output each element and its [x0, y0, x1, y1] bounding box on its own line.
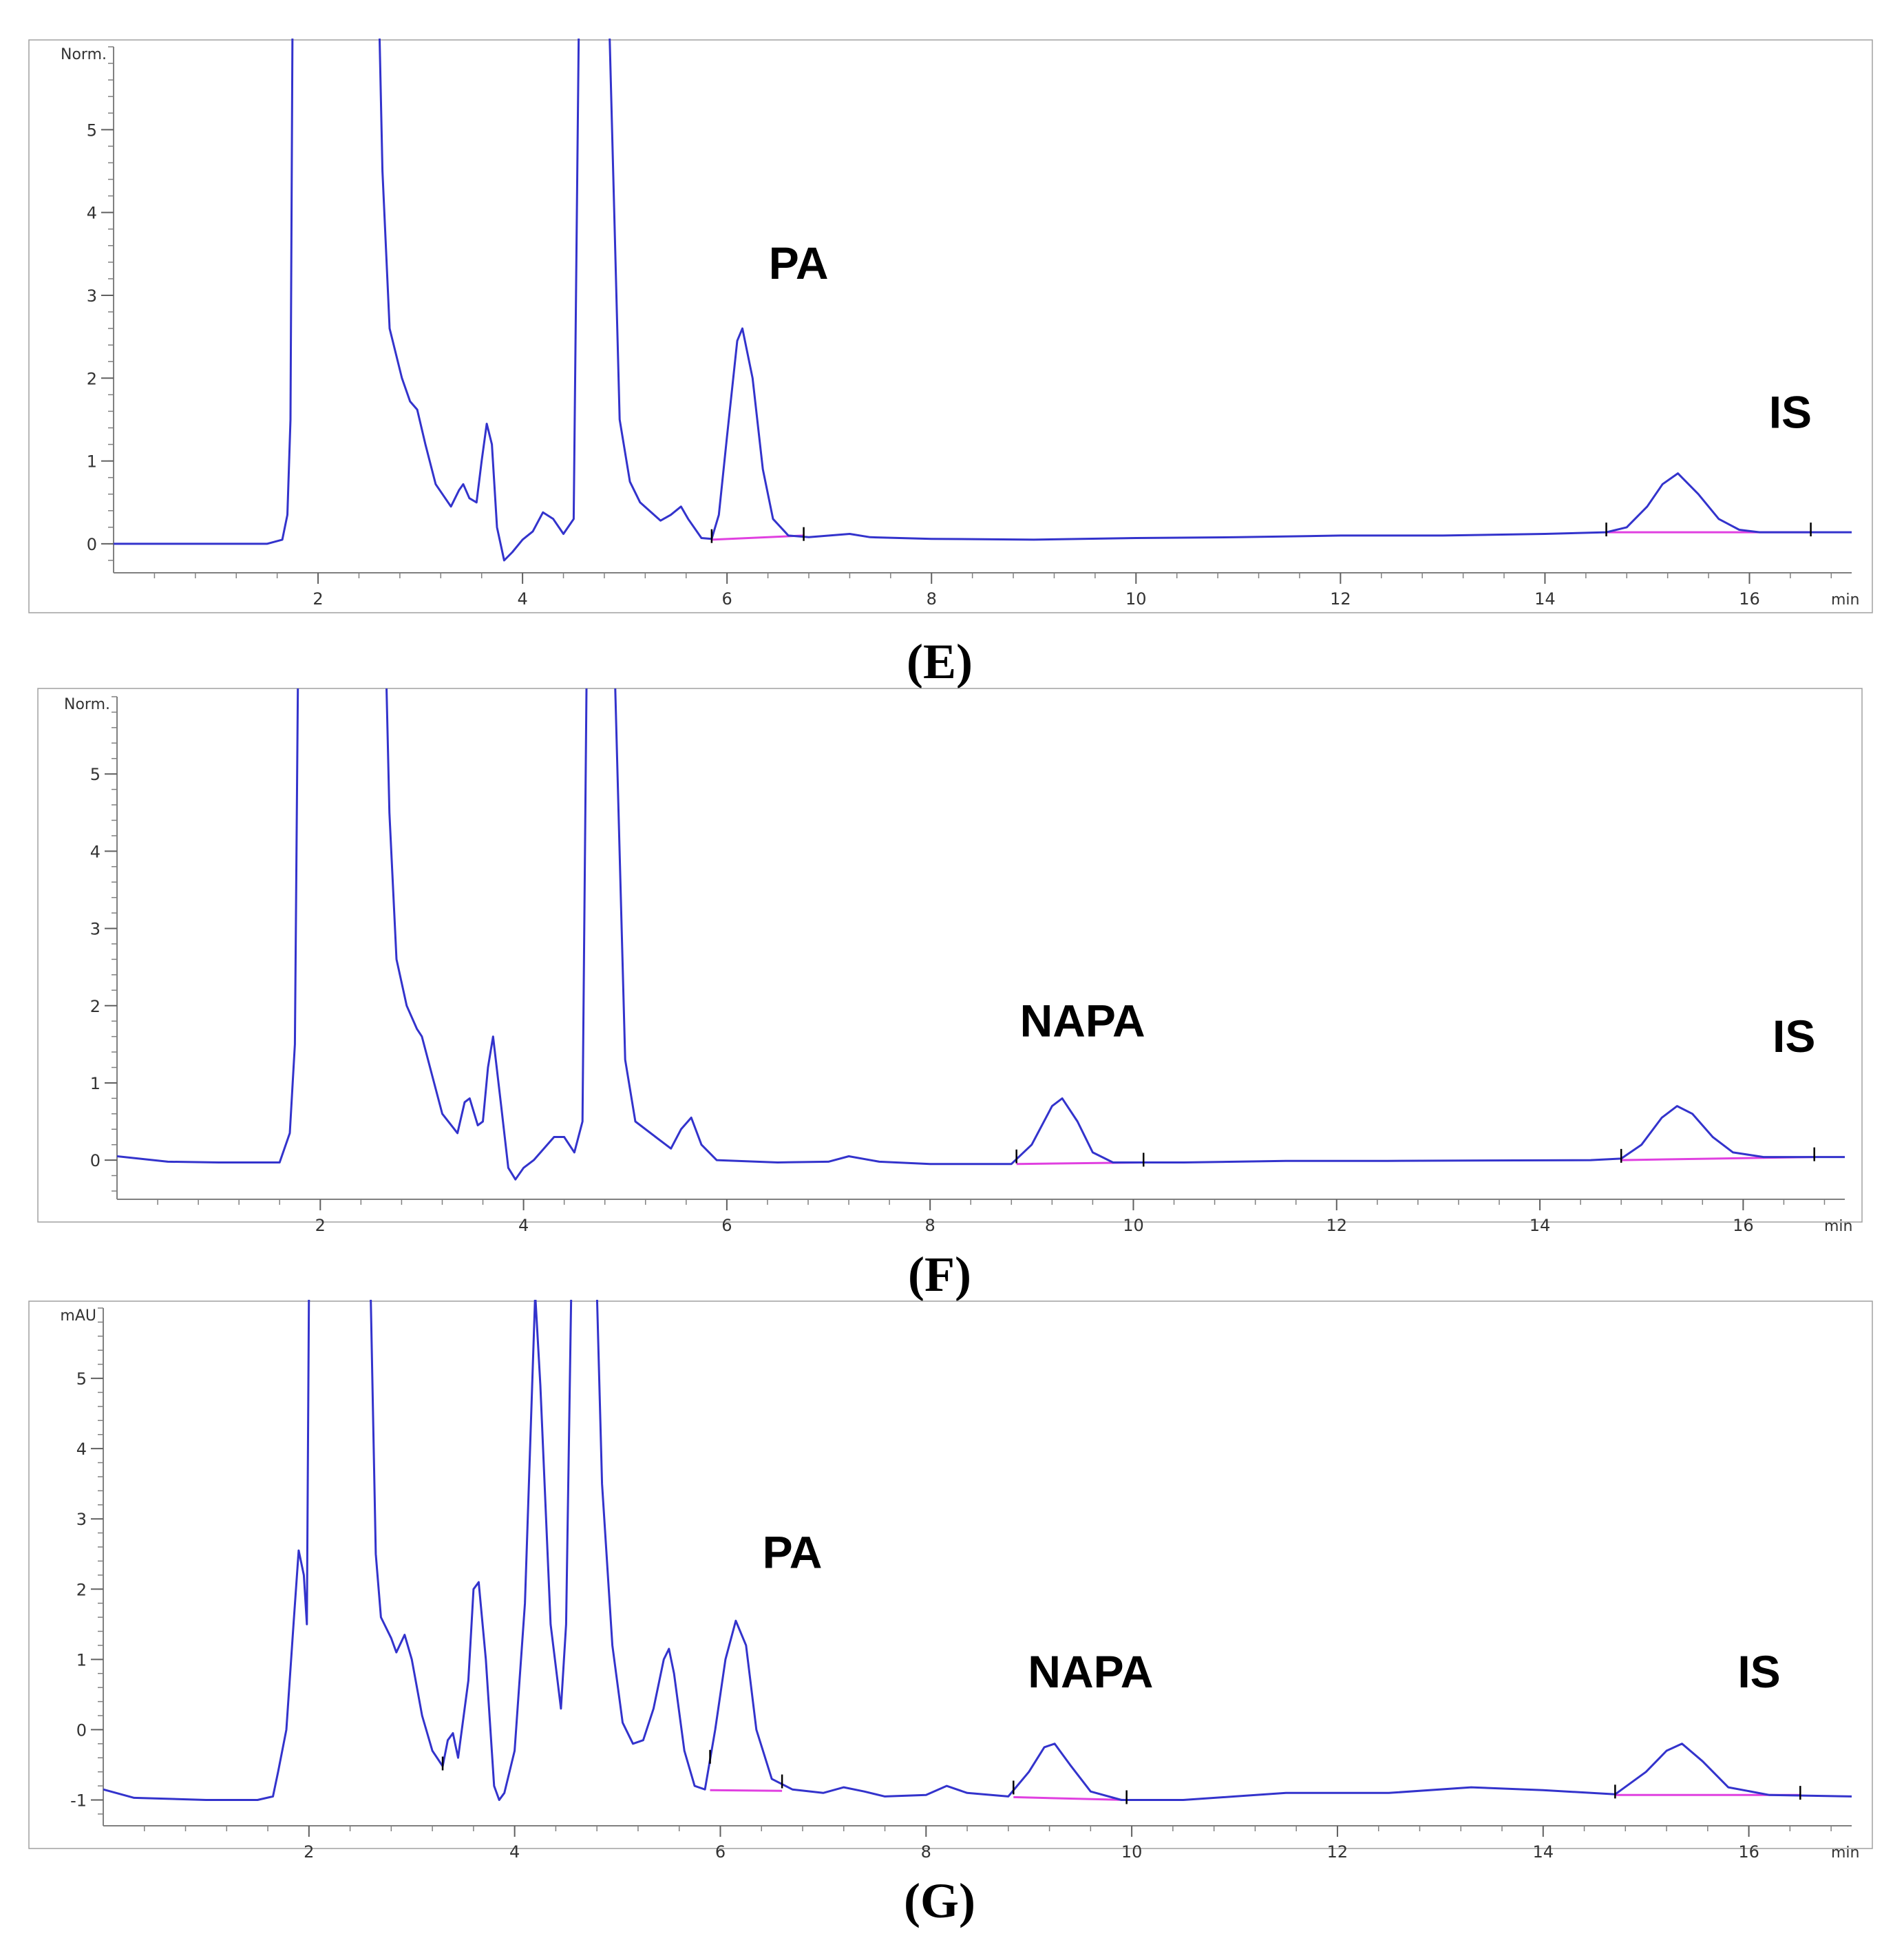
y-tick-label: 5	[90, 765, 101, 784]
y-tick-label: 3	[76, 1510, 87, 1529]
y-axis-unit-label: Norm.	[64, 696, 110, 713]
x-tick-label: 10	[1123, 1216, 1144, 1235]
y-tick-label: 1	[90, 1074, 101, 1093]
peak-annotation: IS	[1769, 386, 1812, 437]
x-tick-label: 2	[304, 1842, 314, 1862]
x-axis-unit-label: min	[1824, 1218, 1853, 1235]
y-axis-unit-label: mAU	[60, 1307, 96, 1325]
signal-trace	[117, 688, 1845, 1181]
y-tick-label: 5	[76, 1369, 87, 1389]
panel-label: (G)	[904, 1873, 975, 1928]
x-axis-unit-label: min	[1831, 1844, 1860, 1862]
panel-frame	[37, 688, 1863, 1223]
x-tick-label: 4	[509, 1842, 520, 1862]
x-tick-label: 16	[1733, 1216, 1754, 1235]
x-tick-label: 4	[518, 1216, 529, 1235]
x-tick-label: 10	[1121, 1842, 1143, 1862]
x-tick-label: 12	[1330, 589, 1351, 609]
x-tick-label: 8	[925, 1216, 935, 1235]
y-tick-label: -1	[70, 1791, 87, 1810]
x-tick-label: 16	[1739, 589, 1760, 609]
y-tick-label: 0	[76, 1720, 87, 1740]
x-tick-label: 12	[1327, 1842, 1348, 1862]
y-tick-label: 5	[87, 120, 97, 140]
x-tick-label: 2	[313, 589, 323, 609]
x-tick-label: 14	[1534, 589, 1556, 609]
x-tick-label: 14	[1530, 1216, 1551, 1235]
panel-frame	[28, 1300, 1873, 1849]
y-tick-label: 4	[76, 1440, 87, 1459]
x-tick-label: 6	[721, 1216, 732, 1235]
y-tick-label: 1	[76, 1650, 87, 1670]
x-tick-label: 12	[1326, 1216, 1347, 1235]
x-tick-label: 2	[315, 1216, 326, 1235]
peak-annotation: IS	[1773, 1011, 1815, 1062]
peak-annotation: PA	[763, 1527, 823, 1578]
y-axis-unit-label: Norm.	[61, 46, 107, 63]
y-tick-label: 0	[87, 535, 97, 554]
panel-frame	[28, 39, 1873, 613]
y-tick-label: 4	[87, 204, 97, 223]
x-tick-label: 14	[1532, 1842, 1554, 1862]
x-tick-label: 6	[722, 589, 732, 609]
x-tick-label: 10	[1125, 589, 1147, 609]
signal-trace	[114, 39, 1852, 562]
peak-annotation: PA	[769, 238, 829, 288]
signal-trace	[103, 1300, 1852, 1801]
peak-annotation: NAPA	[1020, 996, 1145, 1046]
y-tick-label: 3	[90, 920, 101, 939]
y-tick-label: 1	[87, 452, 97, 472]
panel-label: (F)	[908, 1247, 971, 1302]
peak-annotation: NAPA	[1028, 1646, 1153, 1697]
x-tick-label: 8	[921, 1842, 931, 1862]
panel-label: (E)	[907, 634, 973, 689]
x-tick-label: 4	[517, 589, 527, 609]
x-tick-label: 16	[1738, 1842, 1759, 1862]
y-tick-label: 4	[90, 842, 101, 861]
y-tick-label: 2	[76, 1580, 87, 1599]
x-axis-unit-label: min	[1831, 591, 1860, 609]
x-tick-label: 6	[715, 1842, 726, 1862]
y-tick-label: 2	[87, 369, 97, 388]
y-tick-label: 2	[90, 997, 101, 1016]
y-tick-label: 3	[87, 286, 97, 306]
y-tick-label: 0	[90, 1151, 101, 1170]
integration-baseline	[710, 1789, 783, 1792]
integration-baseline	[1013, 1795, 1127, 1801]
peak-annotation: IS	[1737, 1646, 1780, 1697]
x-tick-label: 8	[927, 589, 937, 609]
